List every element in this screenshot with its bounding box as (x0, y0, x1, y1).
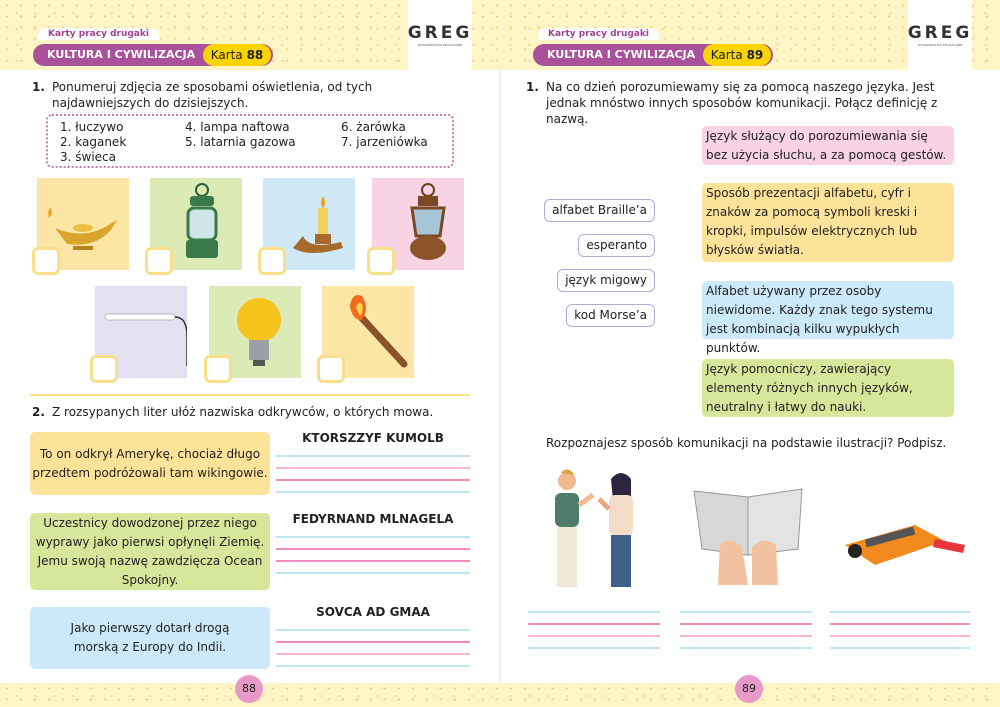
answer-checkbox[interactable] (367, 247, 395, 275)
card-number: Karta 88 (203, 44, 271, 66)
page-gutter (499, 70, 501, 683)
logo-subtext: WYDAWNICTWO EDUKACYJNE (417, 43, 463, 47)
clue-box: Uczestnicy dowodzonej przez niego wypraw… (30, 513, 270, 590)
question-2: 2. Z rozsypanych liter ułóż nazwiska odkr… (32, 404, 472, 420)
answer-lines[interactable] (680, 611, 812, 649)
legend-item: 3. świeca (60, 150, 116, 164)
answer-checkbox[interactable] (258, 247, 286, 275)
answer-checkbox[interactable] (204, 355, 232, 383)
tile-lantern (145, 178, 242, 275)
card-number: Karta 89 (703, 44, 771, 66)
series-label: Karty pracy drugaki (38, 28, 159, 40)
footer-band (0, 683, 1000, 707)
answer-lines[interactable] (276, 629, 470, 667)
torch-icon (350, 295, 408, 368)
page-number: 89 (735, 675, 763, 703)
definition-box[interactable]: Sposób prezentacji alfabetu, cyfr i znak… (702, 183, 954, 262)
question-1: 1. Ponumeruj zdjęcia ze sposobami oświetl… (32, 79, 472, 111)
definition-box[interactable]: Język pomocniczy, zawierający elementy r… (702, 359, 954, 417)
legend-item: 1. łuczywo (60, 120, 124, 134)
card-num: 89 (746, 48, 764, 62)
tile-kerosene-lamp (367, 178, 464, 275)
braille-book-icon (693, 488, 803, 585)
name-pill[interactable]: alfabet Braille’a (544, 199, 655, 222)
legend-item: 6. żarówka (341, 120, 406, 134)
sign-language-people-icon (555, 469, 633, 587)
tile-light-bulb (204, 286, 301, 383)
question-number: 1. (526, 80, 539, 94)
name-pill[interactable]: esperanto (578, 234, 655, 257)
question-1: 1. Na co dzień porozumiewamy się za pomoc… (526, 79, 976, 127)
candle-icon (293, 196, 343, 253)
tile-fluorescent-tube (90, 286, 187, 383)
definition-box[interactable]: Alfabet używany przez osoby niewidome. K… (702, 281, 954, 355)
tile-oil-lamp (32, 178, 129, 275)
answer-lines[interactable] (528, 611, 660, 649)
legend-item: 7. jarzeniówka (341, 135, 428, 149)
answer-checkbox[interactable] (317, 355, 345, 383)
anagram: FEDYRNAND MLNAGELA (292, 512, 454, 526)
publisher-logo: GREG WYDAWNICTWO EDUKACYJNE (408, 0, 472, 70)
fluorescent-tube-icon (104, 313, 187, 366)
answer-checkbox[interactable] (145, 247, 173, 275)
answer-lines[interactable] (276, 536, 470, 574)
card-label: Karta (710, 48, 743, 62)
publisher-logo: GREG WYDAWNICTWO EDUKACYJNE (908, 0, 972, 70)
name-pill[interactable]: kod Morse’a (566, 304, 655, 327)
question-2-text: Rozpoznajesz sposób komunikacji na podst… (546, 436, 947, 450)
logo-subtext: WYDAWNICTWO EDUKACYJNE (917, 43, 963, 47)
tile-torch (317, 286, 414, 383)
logo-text: GREG (907, 23, 973, 43)
section-divider (30, 394, 470, 396)
card-label: Karta (210, 48, 243, 62)
card-num: 88 (246, 48, 264, 62)
answer-lines[interactable] (830, 611, 970, 649)
legend-item: 4. lampa naftowa (185, 120, 290, 134)
legend-item: 5. latarnia gazowa (185, 135, 296, 149)
question-text: Ponumeruj zdjęcia ze sposobami oświetlen… (52, 80, 373, 110)
tile-candle (258, 178, 355, 275)
answer-lines[interactable] (276, 455, 470, 493)
anagram: KTORSZZYF KUMOLB (302, 431, 444, 445)
answer-checkbox[interactable] (90, 355, 118, 383)
question-text: Na co dzień porozumiewamy się za pomocą … (546, 80, 938, 126)
light-sources-legend: 1. łuczywo 2. kaganek 3. świeca 4. lampa… (46, 114, 454, 168)
lantern-icon (186, 183, 218, 258)
kerosene-lamp-icon (410, 183, 446, 260)
series-label: Karty pracy drugaki (538, 28, 659, 40)
question-number: 2. (32, 405, 45, 419)
clue-box: Jako pierwszy dotarł drogą morską z Euro… (30, 607, 270, 669)
answer-checkbox[interactable] (32, 247, 60, 275)
question-text: Z rozsypanych liter ułóż nazwiska odkryw… (52, 405, 434, 419)
oil-lamp-icon (48, 208, 117, 250)
name-pill[interactable]: język migowy (557, 269, 655, 292)
legend-item: 2. kaganek (60, 135, 127, 149)
definition-box[interactable]: Język służący do porozumiewania się bez … (702, 126, 954, 165)
anagram: SOVCA AD GMAA (316, 605, 430, 619)
page-number: 88 (235, 675, 263, 703)
question-number: 1. (32, 80, 45, 94)
logo-text: GREG (407, 23, 473, 43)
clue-box: To on odkrył Amerykę, chociaż długo prze… (30, 432, 270, 495)
light-bulb-icon (237, 298, 281, 366)
telegraph-key-icon (845, 525, 965, 565)
